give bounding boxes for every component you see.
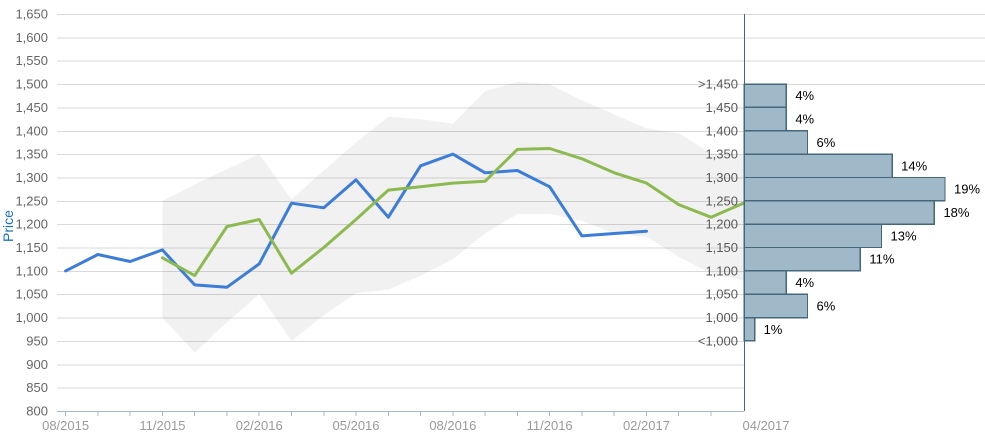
histogram-bar [743,153,893,179]
histogram-bin-label: 1,400 [705,123,738,138]
histogram-pct-label: 18% [943,205,969,220]
x-axis-tick-label: 02/2017 [623,418,670,433]
histogram-pct-label: 4% [795,275,814,290]
y-axis-tick-label: 900 [26,357,48,372]
y-axis-tick-label: 1,250 [15,193,48,208]
y-axis-tick-label: 1,550 [15,53,48,68]
y-axis-tick-label: 1,600 [15,30,48,45]
x-axis-tick-label: 08/2015 [42,418,89,433]
y-axis-tick-label: 1,000 [15,310,48,325]
x-axis-tick-label: 11/2015 [139,418,185,433]
y-axis-tick-label: 1,400 [15,123,48,138]
x-axis-tick-label: 08/2016 [429,418,476,433]
y-axis-tick-label: 1,350 [15,147,48,162]
y-axis-tick-label: 1,450 [15,100,48,115]
blue-series-line [64,152,648,289]
y-axis-tick-label: 850 [26,380,48,395]
histogram-bin-label: 1,200 [705,217,738,232]
histogram-bar [743,106,788,132]
histogram-bar [743,176,946,202]
y-axis-tick-label: 1,050 [15,287,48,302]
histogram-bar [743,316,756,342]
histogram-pct-label: 19% [954,182,980,197]
histogram-bar [743,270,788,295]
histogram-bin-label: 1,150 [705,240,738,255]
y-axis-tick-label: 1,200 [15,217,48,232]
x-axis-tick-label: 11/2016 [527,418,573,433]
histogram-pct-label: 6% [816,298,835,313]
y-axis-tick-label: 1,100 [15,263,48,278]
y-axis-tick-label: 950 [26,333,48,348]
histogram-x-label: 04/2017 [743,418,790,433]
x-axis-tick-label: 05/2016 [333,418,380,433]
histogram-bin-label: 1,300 [705,170,738,185]
histogram-bar [743,223,883,249]
y-axis-title: Price [0,210,16,242]
histogram-bar [743,246,862,272]
histogram-bar [743,83,788,109]
green-series-line [160,147,745,278]
histogram-pct-label: 4% [795,88,814,103]
x-axis-tick-label: 02/2016 [236,418,283,433]
y-axis-tick-label: 800 [26,404,48,419]
histogram-bar [743,200,936,225]
y-axis-tick-label: 1,150 [15,240,48,255]
confidence-band [162,81,744,353]
histogram-bin-label: 1,350 [705,147,738,162]
histogram-bar [743,293,809,319]
histogram-bin-label: 1,100 [705,263,738,278]
histogram-bin-label: 1,450 [705,100,738,115]
histogram-pct-label: 13% [891,228,917,243]
y-axis-tick-label: 1,300 [15,170,48,185]
histogram-bin-label: 1,250 [705,193,738,208]
histogram-pct-label: 6% [816,135,835,150]
histogram-bar [743,130,809,155]
histogram-pct-label: 11% [869,252,894,267]
histogram-bin-label: >1,450 [698,77,738,92]
histogram-pct-label: 4% [795,112,814,127]
y-axis-tick-label: 1,500 [15,77,48,92]
histogram-pct-label: 14% [901,158,927,173]
y-axis-tick-label: 1,650 [15,7,48,22]
histogram-bin-label: 1,000 [705,310,738,325]
histogram-bin-label: 1,050 [705,287,738,302]
histogram-pct-label: 1% [764,322,783,337]
histogram-bin-label: <1,000 [698,333,738,348]
